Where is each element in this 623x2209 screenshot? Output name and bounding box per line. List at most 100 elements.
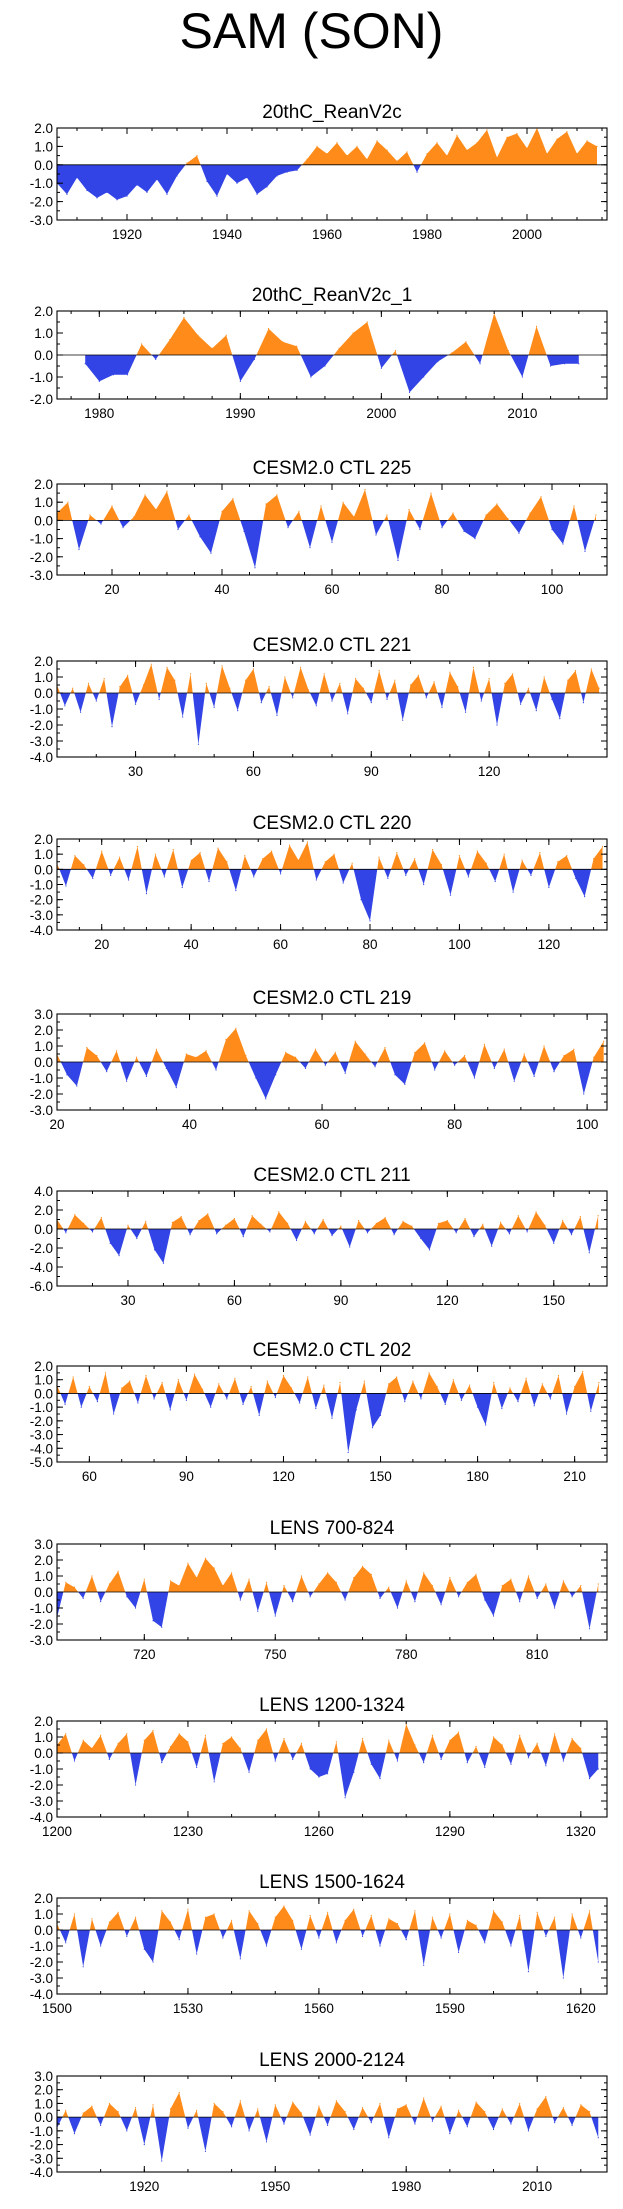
y-tick-label: -2.0 bbox=[30, 718, 53, 733]
data-point bbox=[411, 1225, 413, 1227]
data-point bbox=[551, 698, 553, 700]
data-point bbox=[354, 678, 357, 680]
data-point bbox=[101, 850, 103, 852]
data-point bbox=[126, 1596, 128, 1598]
data-point bbox=[548, 886, 550, 889]
data-point bbox=[204, 1557, 207, 1559]
data-point bbox=[566, 855, 568, 857]
data-point bbox=[310, 376, 312, 378]
data-point bbox=[112, 374, 115, 376]
data-point bbox=[242, 1236, 244, 1238]
positive-area bbox=[57, 2092, 599, 2118]
y-tick-label: -2.0 bbox=[30, 1241, 53, 1256]
data-point bbox=[583, 1093, 585, 1095]
data-point bbox=[562, 1977, 564, 1979]
data-point bbox=[73, 1913, 76, 1915]
data-point bbox=[113, 1413, 115, 1415]
data-point bbox=[169, 1580, 172, 1582]
data-point bbox=[110, 874, 112, 876]
x-tick-label: 80 bbox=[434, 582, 449, 597]
data-point bbox=[72, 687, 74, 689]
x-tick-label: 20 bbox=[49, 1117, 64, 1132]
data-point bbox=[554, 1733, 556, 1735]
data-point bbox=[476, 850, 478, 852]
data-point bbox=[108, 1758, 110, 1760]
y-tick-label: -4.0 bbox=[30, 2165, 53, 2180]
y-tick-label: -1.0 bbox=[30, 370, 53, 385]
x-tick-label: 1620 bbox=[566, 2001, 596, 2016]
data-point bbox=[127, 1224, 129, 1226]
data-point bbox=[221, 665, 223, 667]
data-point bbox=[100, 2124, 102, 2126]
data-point bbox=[576, 153, 578, 155]
data-point bbox=[370, 702, 372, 704]
data-point bbox=[152, 1730, 154, 1732]
y-tick-label: -4.0 bbox=[30, 750, 53, 765]
data-point bbox=[449, 894, 452, 896]
data-point bbox=[143, 2143, 145, 2146]
data-point bbox=[226, 861, 228, 863]
data-point bbox=[106, 1071, 108, 1073]
data-point bbox=[269, 1231, 271, 1233]
data-point bbox=[315, 879, 317, 881]
data-point bbox=[579, 1216, 581, 1218]
data-point bbox=[309, 1915, 311, 1917]
y-tick-label: 0.0 bbox=[34, 513, 53, 528]
data-point bbox=[423, 1762, 425, 1764]
data-point bbox=[250, 1385, 252, 1388]
data-point bbox=[276, 494, 278, 496]
data-point bbox=[135, 1056, 138, 1058]
y-tick-label: 1.0 bbox=[34, 1730, 53, 1745]
data-point bbox=[98, 380, 100, 382]
data-point bbox=[65, 1581, 67, 1583]
data-point bbox=[354, 1040, 356, 1042]
data-point bbox=[294, 1056, 297, 1058]
data-point bbox=[282, 1375, 285, 1377]
x-tick-label: 1920 bbox=[129, 2179, 159, 2194]
y-tick-label: 0.0 bbox=[34, 158, 53, 173]
data-point bbox=[306, 158, 308, 160]
data-point bbox=[494, 880, 496, 883]
data-point bbox=[344, 2111, 346, 2113]
data-point bbox=[204, 1734, 207, 1736]
data-point bbox=[340, 1225, 342, 1227]
data-point bbox=[196, 1577, 198, 1579]
data-point bbox=[396, 160, 398, 162]
y-tick-label: -3.0 bbox=[30, 568, 53, 583]
data-point bbox=[423, 883, 425, 886]
data-point bbox=[251, 1215, 253, 1217]
x-tick-label: 150 bbox=[369, 1469, 392, 1484]
data-point bbox=[100, 1734, 102, 1736]
data-point bbox=[493, 1381, 495, 1384]
data-point bbox=[236, 182, 238, 184]
data-point bbox=[137, 1402, 139, 1404]
data-point bbox=[525, 1377, 527, 1379]
y-tick-label: 3.0 bbox=[34, 1537, 53, 1552]
data-point bbox=[535, 1211, 537, 1213]
y-tick-label: -1.0 bbox=[30, 176, 53, 191]
data-point bbox=[292, 2101, 294, 2103]
panel-cesm2-0-ctl-220: CESM2.0 CTL 220 2.01.00.0-1.0-2.0-3.0-4.0… bbox=[30, 813, 608, 952]
panel-title: CESM2.0 CTL 220 bbox=[253, 813, 412, 834]
data-point bbox=[265, 1581, 268, 1583]
data-point bbox=[338, 347, 340, 349]
data-point bbox=[527, 1575, 530, 1577]
data-point bbox=[353, 1908, 355, 1910]
data-point bbox=[296, 169, 298, 171]
data-point bbox=[396, 1760, 399, 1762]
data-point bbox=[492, 1736, 495, 1738]
data-point bbox=[376, 140, 378, 142]
data-point bbox=[553, 1071, 555, 1073]
data-point bbox=[284, 676, 286, 678]
data-point bbox=[388, 2137, 390, 2139]
data-point bbox=[283, 1585, 285, 1587]
y-tick-label: -3.0 bbox=[30, 1794, 53, 1809]
data-point bbox=[201, 1388, 204, 1390]
data-point bbox=[408, 508, 410, 511]
data-point bbox=[339, 1381, 341, 1384]
data-point bbox=[405, 874, 407, 876]
x-tick-label: 60 bbox=[246, 764, 261, 779]
x-tick-label: 1950 bbox=[260, 2179, 290, 2194]
data-point bbox=[206, 180, 208, 182]
data-point bbox=[549, 1398, 551, 1400]
